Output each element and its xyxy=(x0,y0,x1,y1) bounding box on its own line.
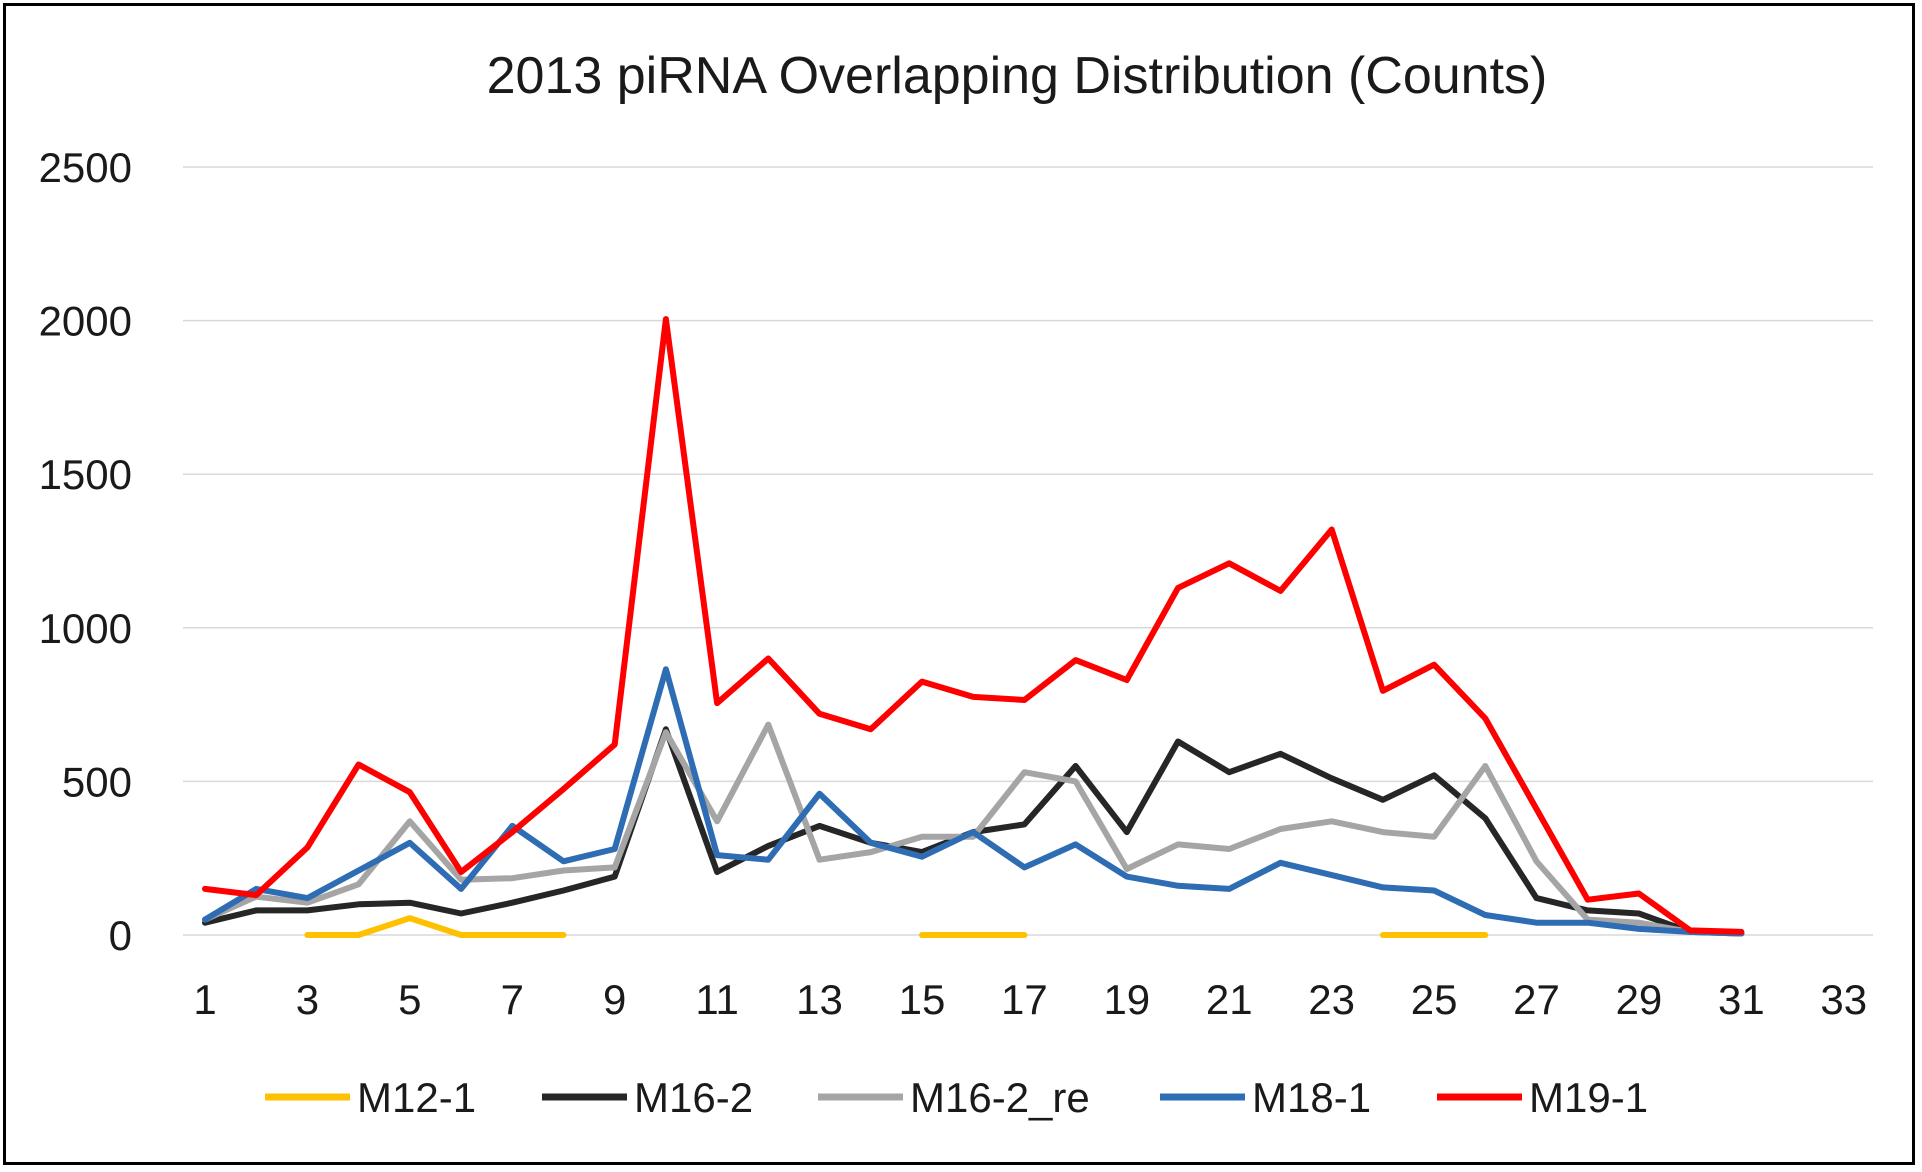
chart-frame xyxy=(3,3,1915,1165)
x-tick-label: 23 xyxy=(1308,976,1355,1023)
y-tick-label: 500 xyxy=(62,758,132,805)
y-tick-label: 2000 xyxy=(39,298,132,345)
x-tick-label: 1 xyxy=(193,976,216,1023)
x-tick-label: 19 xyxy=(1103,976,1150,1023)
y-axis-ticks: 0 500 1000 1500 2000 2500 xyxy=(39,144,132,959)
series-m19-1 xyxy=(202,316,1745,935)
x-tick-label: 13 xyxy=(796,976,843,1023)
series-line xyxy=(304,915,567,938)
legend-label: M19-1 xyxy=(1529,1074,1648,1121)
legend: M12-1 M16-2 M16-2_re M18-1 M19-1 xyxy=(265,1074,1648,1121)
x-tick-label: 11 xyxy=(695,976,739,1023)
legend-label: M16-2_re xyxy=(910,1074,1090,1121)
series-m16-2_re xyxy=(202,721,1745,937)
x-tick-label: 25 xyxy=(1411,976,1458,1023)
x-tick-label: 15 xyxy=(899,976,946,1023)
series-line xyxy=(202,316,1745,935)
y-tick-label: 1000 xyxy=(39,605,132,652)
chart-title: 2013 piRNA Overlapping Distribution (Cou… xyxy=(487,47,1548,105)
x-tick-label: 5 xyxy=(398,976,421,1023)
x-tick-label: 3 xyxy=(296,976,319,1023)
x-tick-label: 9 xyxy=(603,976,626,1023)
legend-label: M16-2 xyxy=(634,1074,753,1121)
y-tick-label: 0 xyxy=(109,912,132,959)
x-tick-label: 29 xyxy=(1616,976,1663,1023)
x-axis-ticks: 1 3 5 7 9 11 13 15 17 19 21 23 25 27 29 31 33 xyxy=(193,976,1867,1023)
x-tick-label: 33 xyxy=(1820,976,1867,1023)
x-tick-label: 7 xyxy=(501,976,524,1023)
x-tick-label: 31 xyxy=(1718,976,1765,1023)
y-tick-label: 2500 xyxy=(39,144,132,191)
y-tick-label: 1500 xyxy=(39,451,132,498)
series-lines xyxy=(202,316,1745,938)
series-line xyxy=(202,666,1745,937)
x-tick-label: 21 xyxy=(1206,976,1253,1023)
legend-label: M12-1 xyxy=(357,1074,476,1121)
x-tick-label: 27 xyxy=(1513,976,1560,1023)
series-m12-1 xyxy=(304,915,1489,938)
series-m18-1 xyxy=(202,666,1745,937)
series-line xyxy=(202,721,1745,937)
legend-label: M18-1 xyxy=(1252,1074,1371,1121)
x-tick-label: 17 xyxy=(1001,976,1048,1023)
